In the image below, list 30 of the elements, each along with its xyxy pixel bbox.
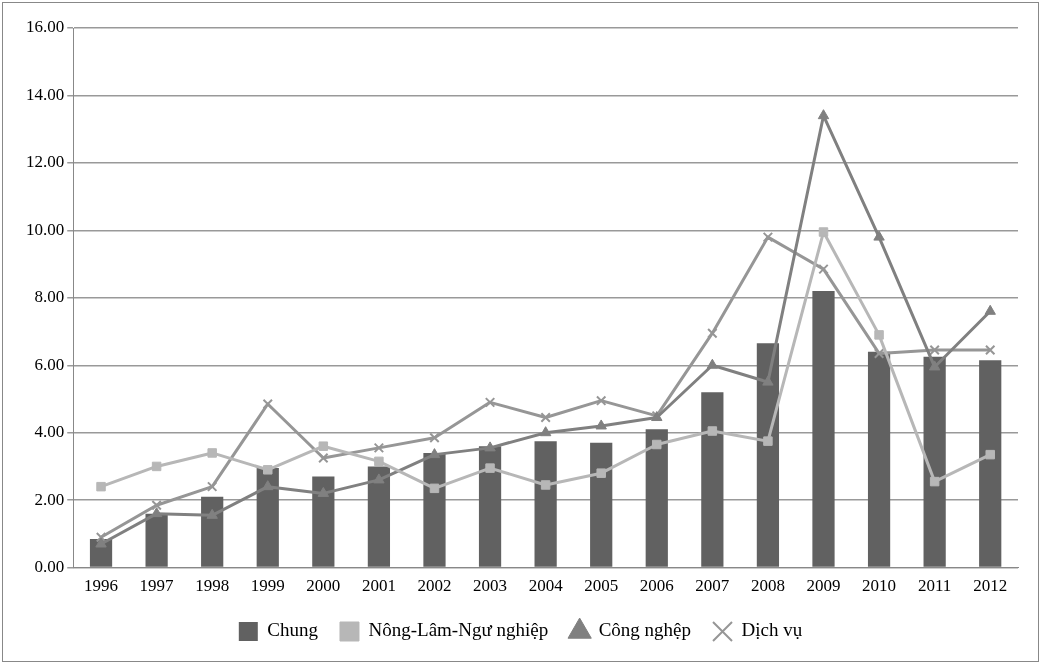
x-tick-label: 2002 [417, 576, 452, 596]
x-tick-label: 2005 [584, 576, 619, 596]
y-tick-label: 2.00 [34, 489, 65, 509]
y-tick-label: 6.00 [34, 354, 65, 374]
x-tick-label: 2009 [806, 576, 841, 596]
y-tick-label: 0.00 [34, 557, 65, 577]
x-tick-label: 2010 [862, 576, 897, 596]
y-tick-label: 10.00 [26, 219, 65, 239]
y-tick-label: 16.00 [26, 17, 65, 37]
x-tick-label: 2007 [695, 576, 730, 596]
legend-label: Chung [267, 619, 319, 641]
legend-label: Dịch vụ [741, 619, 803, 641]
x-tick-label: 2001 [361, 576, 396, 596]
legend-label: Công nghệp [598, 619, 692, 641]
x-tick-label: 2008 [750, 576, 785, 596]
x-tick-label: 1996 [84, 576, 119, 596]
y-tick-label: 8.00 [34, 287, 65, 307]
x-tick-label: 2003 [473, 576, 508, 596]
x-tick-label: 1999 [250, 576, 285, 596]
y-tick-label: 14.00 [26, 84, 65, 104]
x-tick-label: 2012 [973, 576, 1008, 596]
legend-label: Nông-Lâm-Ngư nghiệp [368, 619, 549, 641]
y-tick-label: 12.00 [26, 152, 65, 172]
y-tick-label: 4.00 [34, 422, 65, 442]
x-tick-label: 2011 [917, 576, 952, 596]
x-tick-label: 1997 [139, 576, 175, 596]
x-tick-label: 1998 [195, 576, 230, 596]
x-tick-label: 2000 [306, 576, 341, 596]
x-tick-label: 2004 [528, 576, 564, 596]
x-tick-label: 2006 [639, 576, 674, 596]
